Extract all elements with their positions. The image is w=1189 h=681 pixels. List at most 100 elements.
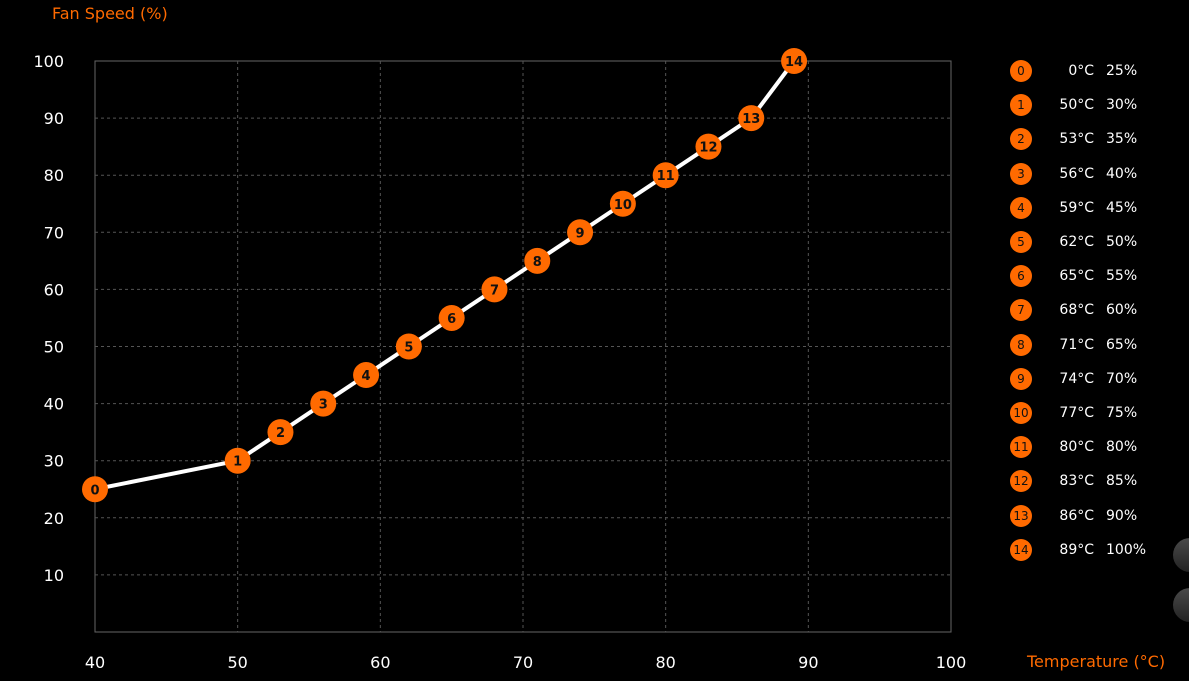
legend-row: 4 59°C 45% bbox=[1010, 191, 1170, 225]
legend-point-badge: 4 bbox=[1010, 196, 1032, 219]
fan-curve-line bbox=[94, 59, 796, 492]
curve-point-0[interactable] bbox=[82, 476, 108, 503]
x-tick-label: 80 bbox=[655, 653, 675, 672]
curve-point-14[interactable] bbox=[781, 48, 808, 74]
side-scroll-knob-top[interactable] bbox=[1173, 538, 1189, 572]
legend-fan-speed: 50% bbox=[1106, 234, 1138, 251]
x-tick-label: 50 bbox=[227, 653, 247, 672]
legend-fan-speed: 30% bbox=[1106, 97, 1138, 114]
y-tick-label: 70 bbox=[44, 223, 64, 242]
legend-point-badge: 10 bbox=[1010, 401, 1032, 424]
legend-row: 10 77°C 75% bbox=[1010, 396, 1170, 430]
legend-fan-speed: 40% bbox=[1106, 165, 1138, 182]
x-tick-label: 90 bbox=[798, 653, 818, 672]
y-tick-label: 40 bbox=[44, 395, 64, 414]
legend-temperature: 62°C bbox=[1059, 234, 1094, 251]
curve-point-label: 6 bbox=[447, 312, 456, 327]
legend-fan-speed: 100% bbox=[1106, 541, 1147, 558]
legend-temperature: 0°C bbox=[1068, 63, 1094, 80]
curve-point-label: 12 bbox=[699, 141, 717, 156]
x-tick-label: 60 bbox=[370, 653, 390, 672]
legend-temperature: 83°C bbox=[1059, 473, 1094, 490]
curve-point-3[interactable] bbox=[310, 390, 337, 417]
legend-fan-speed: 45% bbox=[1106, 199, 1138, 216]
legend-fan-speed: 75% bbox=[1106, 404, 1138, 421]
curve-point-label: 5 bbox=[404, 341, 413, 356]
legend-fan-speed: 80% bbox=[1106, 439, 1138, 456]
legend-fan-speed: 65% bbox=[1106, 336, 1138, 353]
curve-point-label: 8 bbox=[533, 255, 542, 270]
legend-temperature: 53°C bbox=[1059, 131, 1094, 148]
legend-point-badge: 14 bbox=[1010, 538, 1032, 561]
y-tick-label: 80 bbox=[44, 166, 64, 185]
legend-temperature: 59°C bbox=[1059, 199, 1094, 216]
legend-row: 14 89°C 100% bbox=[1010, 533, 1170, 567]
curve-point-6[interactable] bbox=[438, 304, 465, 331]
legend-temperature: 71°C bbox=[1059, 336, 1094, 353]
curve-point-label: 1 bbox=[233, 455, 242, 470]
curve-point-label: 3 bbox=[319, 398, 328, 413]
y-tick-label: 20 bbox=[44, 509, 64, 528]
y-tick-label: 100 bbox=[33, 52, 64, 71]
legend-point-badge: 6 bbox=[1010, 265, 1032, 288]
x-axis-title: Temperature (°C) bbox=[1027, 652, 1166, 671]
legend-row: 5 62°C 50% bbox=[1010, 225, 1170, 259]
x-tick-label: 40 bbox=[85, 653, 105, 672]
curve-point-7[interactable] bbox=[481, 276, 508, 303]
legend-fan-speed: 55% bbox=[1106, 268, 1138, 285]
legend-point-badge: 0 bbox=[1010, 60, 1032, 83]
y-tick-label: 90 bbox=[44, 109, 64, 128]
y-axis-title: Fan Speed (%) bbox=[52, 4, 168, 23]
curve-point-5[interactable] bbox=[395, 333, 422, 360]
x-tick-label: 70 bbox=[513, 653, 533, 672]
legend-point-badge: 7 bbox=[1010, 299, 1032, 322]
curve-point-11[interactable] bbox=[652, 162, 679, 189]
curve-point-label: 4 bbox=[362, 369, 371, 384]
legend-row: 7 68°C 60% bbox=[1010, 293, 1170, 327]
curve-point-label: 13 bbox=[742, 112, 760, 127]
legend-point-badge: 13 bbox=[1010, 504, 1032, 527]
legend-fan-speed: 35% bbox=[1106, 131, 1138, 148]
legend-fan-speed: 25% bbox=[1106, 63, 1138, 80]
curve-point-8[interactable] bbox=[524, 247, 551, 274]
legend-temperature: 65°C bbox=[1059, 268, 1094, 285]
curve-point-label: 14 bbox=[785, 55, 803, 70]
curve-point-12[interactable] bbox=[695, 133, 722, 160]
legend-point-badge: 5 bbox=[1010, 231, 1032, 254]
legend-row: 8 71°C 65% bbox=[1010, 328, 1170, 362]
curve-point-10[interactable] bbox=[609, 190, 636, 217]
legend-temperature: 68°C bbox=[1059, 302, 1094, 319]
x-tick-label: 100 bbox=[936, 653, 967, 672]
legend-point-badge: 11 bbox=[1010, 436, 1032, 459]
legend-temperature: 74°C bbox=[1059, 370, 1094, 387]
legend-point-badge: 12 bbox=[1010, 470, 1032, 493]
side-scroll-knob-bottom[interactable] bbox=[1173, 588, 1189, 622]
curve-point-label: 9 bbox=[576, 226, 585, 241]
legend-fan-speed: 90% bbox=[1106, 507, 1138, 524]
legend-point-badge: 8 bbox=[1010, 333, 1032, 356]
curve-point-13[interactable] bbox=[738, 105, 765, 132]
legend-temperature: 77°C bbox=[1059, 404, 1094, 421]
legend-row: 2 53°C 35% bbox=[1010, 122, 1170, 156]
curve-point-1[interactable] bbox=[224, 447, 251, 474]
legend-fan-speed: 70% bbox=[1106, 370, 1138, 387]
curve-point-label: 10 bbox=[614, 198, 632, 213]
y-tick-label: 60 bbox=[44, 280, 64, 299]
curve-point-2[interactable] bbox=[267, 419, 294, 446]
legend-row: 9 74°C 70% bbox=[1010, 362, 1170, 396]
legend-point-badge: 3 bbox=[1010, 162, 1032, 185]
legend-row: 3 56°C 40% bbox=[1010, 157, 1170, 191]
legend-row: 0 0°C 25% bbox=[1010, 54, 1170, 88]
legend-row: 11 80°C 80% bbox=[1010, 430, 1170, 464]
curve-point-label: 0 bbox=[90, 483, 99, 498]
y-tick-label: 30 bbox=[44, 452, 64, 471]
curve-point-9[interactable] bbox=[567, 219, 594, 246]
curve-point-label: 2 bbox=[276, 426, 285, 441]
curve-point-label: 7 bbox=[490, 283, 499, 298]
curve-point-4[interactable] bbox=[353, 362, 380, 389]
legend-point-badge: 1 bbox=[1010, 94, 1032, 117]
legend-temperature: 50°C bbox=[1059, 97, 1094, 114]
legend-fan-speed: 60% bbox=[1106, 302, 1138, 319]
legend-temperature: 86°C bbox=[1059, 507, 1094, 524]
